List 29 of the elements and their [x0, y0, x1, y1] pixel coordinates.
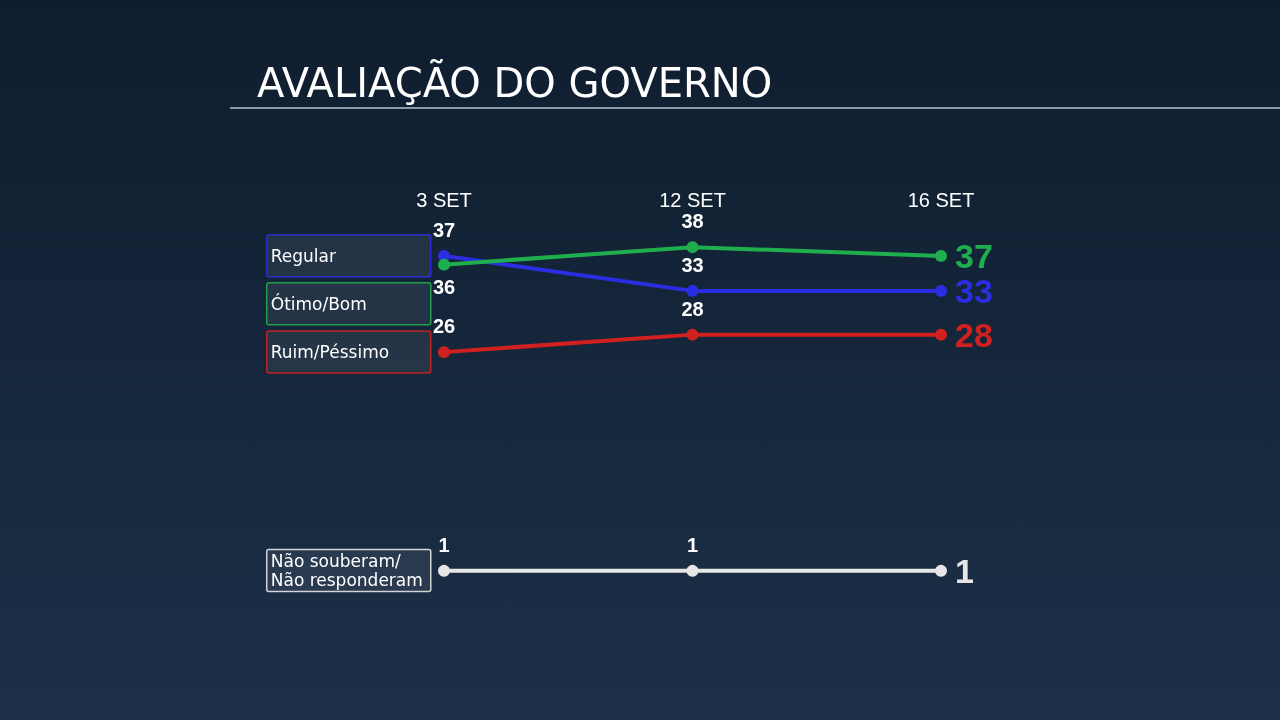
- series-label: Não souberam/ Não responderam: [270, 551, 423, 591]
- point: [935, 564, 947, 577]
- text: Regular: [270, 245, 336, 266]
- data-label: 1: [438, 533, 450, 556]
- point: [438, 564, 450, 577]
- data-label: 1: [955, 551, 974, 590]
- x-tick-label: 3 SET: [416, 189, 472, 211]
- chart-title: AVALIAÇÃO DO GOVERNO: [257, 59, 773, 106]
- data-label: 33: [681, 253, 704, 276]
- x-tick-label: 16 SET: [907, 189, 975, 211]
- data-label: 26: [432, 315, 456, 338]
- data-label: 37: [432, 218, 456, 241]
- data-label: 28: [955, 315, 993, 354]
- point: [686, 564, 699, 577]
- point: [935, 284, 947, 297]
- data-label: 1: [686, 533, 699, 556]
- data-label: 28: [681, 297, 704, 320]
- data-label: 38: [681, 210, 704, 233]
- point: [438, 258, 450, 271]
- x-tick-label: 12 SET: [659, 189, 726, 211]
- text: Ruim/Péssimo: [270, 341, 390, 362]
- text: Ótimo/Bom: [270, 292, 367, 314]
- point: [935, 328, 947, 341]
- point: [438, 346, 450, 359]
- data-label: 36: [432, 275, 456, 298]
- point: [686, 241, 699, 254]
- point: [686, 284, 699, 297]
- point: [686, 328, 699, 341]
- point: [935, 249, 947, 262]
